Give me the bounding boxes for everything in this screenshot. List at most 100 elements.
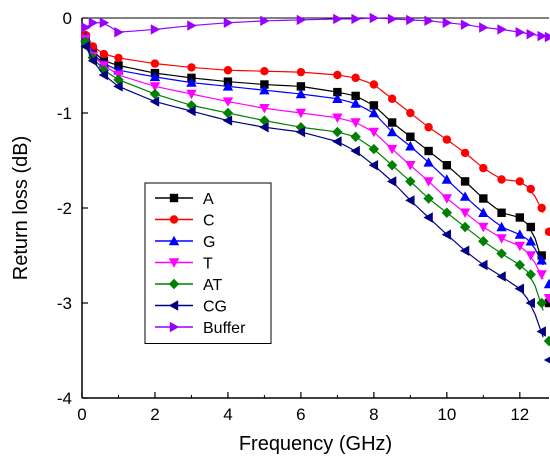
data-point-cg bbox=[350, 146, 359, 156]
y-tick-label: -4 bbox=[57, 389, 72, 408]
data-point-c bbox=[538, 204, 546, 212]
data-point-buffer bbox=[479, 22, 488, 32]
data-point-g bbox=[515, 229, 525, 238]
data-point-buffer bbox=[424, 16, 433, 26]
data-point-buffer bbox=[461, 19, 470, 29]
data-point-at bbox=[478, 236, 488, 246]
data-point-at bbox=[460, 222, 470, 232]
data-point-c bbox=[424, 123, 432, 131]
data-point-c bbox=[351, 74, 359, 82]
data-point-a bbox=[479, 194, 487, 202]
data-point-c bbox=[443, 135, 451, 143]
legend-label: A bbox=[203, 191, 214, 208]
y-tick-label: -2 bbox=[57, 199, 72, 218]
y-tick-label: 0 bbox=[63, 9, 72, 28]
data-point-buffer bbox=[187, 20, 196, 30]
legend-marker bbox=[170, 194, 178, 202]
data-point-cg bbox=[332, 136, 341, 146]
x-tick-label: 10 bbox=[437, 405, 456, 424]
x-tick-label: 8 bbox=[369, 405, 378, 424]
y-tick-label: -3 bbox=[57, 294, 72, 313]
data-point-buffer bbox=[297, 15, 306, 25]
legend-label: G bbox=[203, 234, 215, 251]
data-point-buffer bbox=[351, 14, 360, 24]
data-point-at bbox=[496, 248, 506, 258]
data-point-at bbox=[350, 132, 360, 142]
data-point-t bbox=[478, 223, 488, 232]
legend-label: AT bbox=[203, 277, 222, 294]
data-point-t bbox=[537, 270, 547, 279]
data-point-cg bbox=[496, 271, 505, 281]
legend-label: Buffer bbox=[203, 320, 246, 337]
x-tick-label: 4 bbox=[223, 405, 232, 424]
data-point-t bbox=[496, 234, 506, 243]
legend-label: T bbox=[203, 256, 213, 273]
data-point-g bbox=[405, 141, 415, 150]
data-point-c bbox=[333, 71, 341, 79]
data-point-a bbox=[388, 118, 396, 126]
data-point-at bbox=[332, 127, 342, 137]
x-axis-title: Frequency (GHz) bbox=[239, 433, 392, 455]
data-point-g bbox=[496, 222, 506, 231]
data-point-c bbox=[461, 149, 469, 157]
data-point-g bbox=[544, 279, 550, 288]
data-point-a bbox=[527, 223, 535, 231]
data-point-a bbox=[497, 209, 505, 217]
data-point-buffer bbox=[388, 14, 397, 24]
data-point-buffer bbox=[224, 18, 233, 28]
data-point-buffer bbox=[114, 27, 123, 37]
legend-label: C bbox=[203, 213, 215, 230]
data-point-buffer bbox=[100, 18, 109, 28]
data-point-c bbox=[545, 228, 550, 236]
data-point-a bbox=[424, 147, 432, 155]
data-point-t bbox=[460, 209, 470, 218]
legend-marker bbox=[170, 215, 178, 223]
data-point-c bbox=[516, 177, 524, 185]
data-point-buffer bbox=[333, 14, 342, 24]
series-buffer bbox=[81, 13, 550, 42]
data-point-cg bbox=[526, 298, 535, 308]
data-point-c bbox=[527, 185, 535, 193]
data-point-c bbox=[479, 164, 487, 172]
data-point-c bbox=[151, 59, 159, 67]
data-point-cg bbox=[515, 284, 524, 294]
data-point-buffer bbox=[443, 18, 452, 28]
data-point-c bbox=[370, 80, 378, 88]
data-point-cg bbox=[544, 355, 550, 365]
data-point-c bbox=[100, 50, 108, 58]
data-point-buffer bbox=[260, 16, 269, 26]
data-point-a bbox=[443, 161, 451, 169]
y-axis-title: Return loss (dB) bbox=[10, 136, 32, 281]
data-point-at bbox=[442, 208, 452, 218]
data-point-c bbox=[260, 67, 268, 75]
x-tick-label: 2 bbox=[150, 405, 159, 424]
data-point-buffer bbox=[406, 15, 415, 25]
data-point-buffer bbox=[545, 32, 550, 42]
data-point-c bbox=[114, 54, 122, 62]
data-point-buffer bbox=[497, 24, 506, 34]
data-point-t bbox=[526, 251, 536, 260]
data-point-buffer bbox=[370, 13, 379, 23]
y-tick-label: -1 bbox=[57, 104, 72, 123]
data-point-a bbox=[406, 133, 414, 141]
data-point-cg bbox=[537, 326, 546, 336]
data-point-buffer bbox=[516, 27, 525, 37]
legend-label: CG bbox=[203, 299, 227, 316]
data-point-c bbox=[406, 109, 414, 117]
data-point-buffer bbox=[527, 29, 536, 39]
data-point-buffer bbox=[89, 18, 98, 28]
data-point-buffer bbox=[151, 24, 160, 34]
data-point-a bbox=[461, 177, 469, 185]
data-point-a bbox=[516, 213, 524, 221]
x-tick-label: 0 bbox=[77, 405, 86, 424]
data-point-c bbox=[388, 95, 396, 103]
data-point-c bbox=[187, 63, 195, 71]
data-point-c bbox=[297, 68, 305, 76]
data-point-t bbox=[442, 194, 452, 203]
axis-ticks: 0 2 4 6 8 10 12 0 -1 -2 -3 -4 bbox=[57, 9, 529, 424]
data-point-c bbox=[497, 175, 505, 183]
data-point-at bbox=[544, 336, 550, 346]
x-tick-label: 6 bbox=[296, 405, 305, 424]
